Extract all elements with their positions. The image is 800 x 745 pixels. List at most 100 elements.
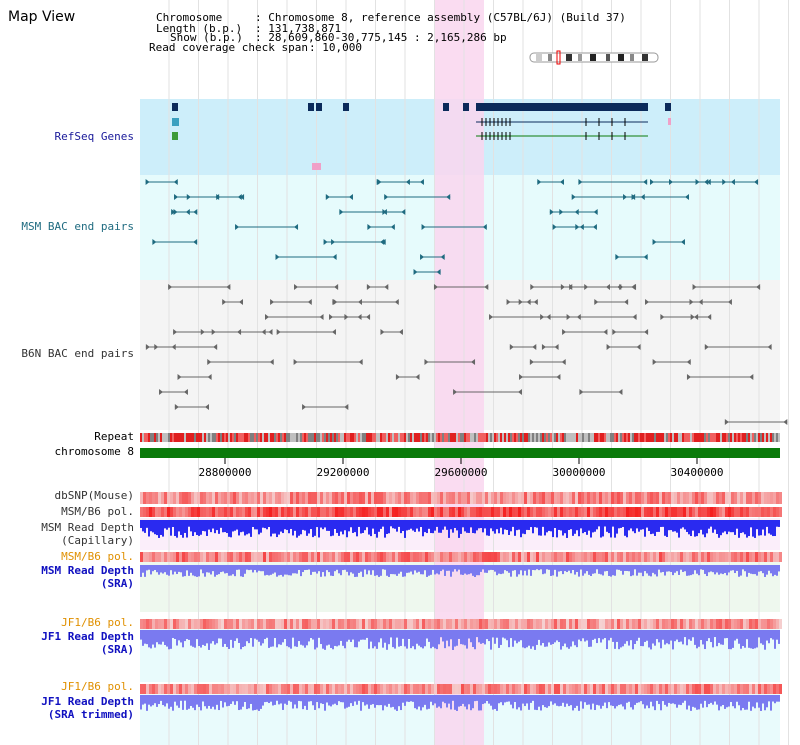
track-label-msm-depth-cap-sub: (Capillary) <box>61 534 134 547</box>
jf1-pol-cell <box>605 684 608 694</box>
chromosome-value: : Chromosome 8, reference assembly (C57B… <box>255 11 626 24</box>
jf1-depth-sra-bar <box>186 630 188 640</box>
b6n-bac-pair-end <box>344 404 349 410</box>
msm-depth-sra-bar <box>178 565 180 572</box>
track-label-jf1-depth-trim[interactable]: JF1 Read Depth <box>41 695 134 708</box>
msm-pol-cell <box>605 507 608 517</box>
repeat-cell <box>572 433 574 442</box>
msm-pol-cell <box>584 507 587 517</box>
jf1-depth-trim-bar <box>190 695 192 706</box>
msm-pol-cell <box>515 507 518 517</box>
msm-pol-cell <box>263 507 266 517</box>
msm-depth-sra-bar <box>684 565 686 572</box>
track-label-jf1-depth-sra[interactable]: JF1 Read Depth <box>41 630 134 643</box>
track-label-msm-depth-sra[interactable]: MSM Read Depth <box>41 564 134 577</box>
msm-depth-sra-bar <box>458 565 460 570</box>
b6n-bac-pair-end <box>159 389 164 395</box>
jf1-depth-sra-bar <box>734 630 736 641</box>
track-label-msm-b6-pol-1[interactable]: MSM/B6 pol. <box>61 505 134 518</box>
jf1-pol-cell <box>275 684 278 694</box>
msm-depth-cap-bar <box>580 520 582 529</box>
repeat-cell <box>616 433 618 442</box>
track-label-msm-depth-cap[interactable]: MSM Read Depth <box>41 521 134 534</box>
jf1-depth-sra-bar <box>502 630 504 638</box>
jf1-depth-trim-bar <box>570 695 572 706</box>
jf1-depth-sra-bar <box>750 630 752 649</box>
msm-pol-cell <box>521 552 524 562</box>
jf1-depth-trim-bar <box>668 695 670 703</box>
dbsnp-cell <box>374 492 377 504</box>
jf1-depth-sra-bar <box>214 630 216 645</box>
msm-depth-sra-bar <box>546 565 548 570</box>
repeat-cell <box>462 433 464 442</box>
msm-bac-pair-end <box>193 209 198 215</box>
msm-pol-cell <box>722 507 725 517</box>
track-label-jf1-b6-pol-2[interactable]: JF1/B6 pol. <box>61 680 134 693</box>
msm-depth-cap-bar <box>632 520 634 532</box>
msm-depth-cap-bar <box>216 520 218 531</box>
repeat-cell <box>568 433 570 442</box>
track-label-msm-b6-pol-2[interactable]: MSM/B6 pol. <box>61 550 134 563</box>
msm-depth-sra-bar <box>296 565 298 574</box>
msm-pol-cell <box>398 552 401 562</box>
repeat-cell <box>320 433 322 442</box>
repeat-cell <box>742 433 744 442</box>
msm-depth-cap-bar <box>468 520 470 533</box>
msm-depth-cap-bar <box>722 520 724 533</box>
jf1-depth-trim-bar <box>604 695 606 703</box>
track-label-jf1-b6-pol-1[interactable]: JF1/B6 pol. <box>61 616 134 629</box>
msm-depth-sra-bar <box>710 565 712 572</box>
msm-depth-cap-bar <box>584 520 586 532</box>
jf1-depth-trim-bar <box>166 695 168 704</box>
jf1-depth-sra-bar <box>164 630 166 646</box>
repeat-cell <box>692 433 694 442</box>
msm-pol-cell <box>227 507 230 517</box>
jf1-pol-cell <box>272 684 275 694</box>
jf1-pol-cell <box>488 684 491 694</box>
msm-depth-sra-bar <box>704 565 706 574</box>
jf1-depth-sra-bar <box>670 630 672 641</box>
b6n-bac-pair-end <box>532 344 537 350</box>
track-label-dbsnp[interactable]: dbSNP(Mouse) <box>54 489 134 502</box>
msm-depth-sra-bar <box>564 565 566 572</box>
msm-depth-sra-bar <box>414 565 416 571</box>
jf1-pol-cell <box>527 684 530 694</box>
msm-bac-pair-end <box>325 194 330 200</box>
jf1-depth-trim-bar <box>634 695 636 705</box>
dbsnp-cell <box>536 492 539 504</box>
msm-depth-sra-bar <box>264 565 266 576</box>
msm-depth-sra-bar <box>654 565 656 575</box>
jf1-pol-cell <box>320 619 323 629</box>
msm-depth-cap-bar <box>428 520 430 529</box>
msm-pol-cell <box>707 552 710 562</box>
jf1-pol-cell <box>323 619 326 629</box>
track-label-refseq[interactable]: RefSeq Genes <box>54 130 134 143</box>
msm-pol-cell <box>464 552 467 562</box>
jf1-depth-trim-bar <box>402 695 404 703</box>
msm-pol-cell <box>182 552 185 562</box>
jf1-pol-cell <box>566 684 569 694</box>
msm-depth-sra-bar <box>418 565 420 572</box>
track-label-repeat[interactable]: Repeat <box>94 430 134 443</box>
jf1-depth-sra-bar <box>276 630 278 648</box>
jf1-depth-sra-bar <box>242 630 244 648</box>
jf1-pol-cell <box>245 619 248 629</box>
jf1-depth-sra-bar <box>722 630 724 645</box>
dbsnp-cell <box>170 492 173 504</box>
jf1-pol-cell <box>770 684 773 694</box>
msm-depth-cap-bar <box>348 520 350 532</box>
dbsnp-cell <box>668 492 671 504</box>
jf1-pol-cell <box>704 684 707 694</box>
jf1-pol-cell <box>638 619 641 629</box>
jf1-depth-sra-bar <box>464 630 466 646</box>
jf1-depth-trim-bar <box>598 695 600 706</box>
msm-depth-sra-bar <box>490 565 492 570</box>
msm-depth-sra-bar <box>628 565 630 572</box>
track-label-b6n-bac[interactable]: B6N BAC end pairs <box>21 347 134 360</box>
msm-pol-cell <box>620 507 623 517</box>
msm-depth-sra-bar <box>438 565 440 575</box>
track-label-msm-bac[interactable]: MSM BAC end pairs <box>21 220 134 233</box>
dbsnp-cell <box>146 492 149 504</box>
jf1-depth-trim-bar <box>418 695 420 707</box>
